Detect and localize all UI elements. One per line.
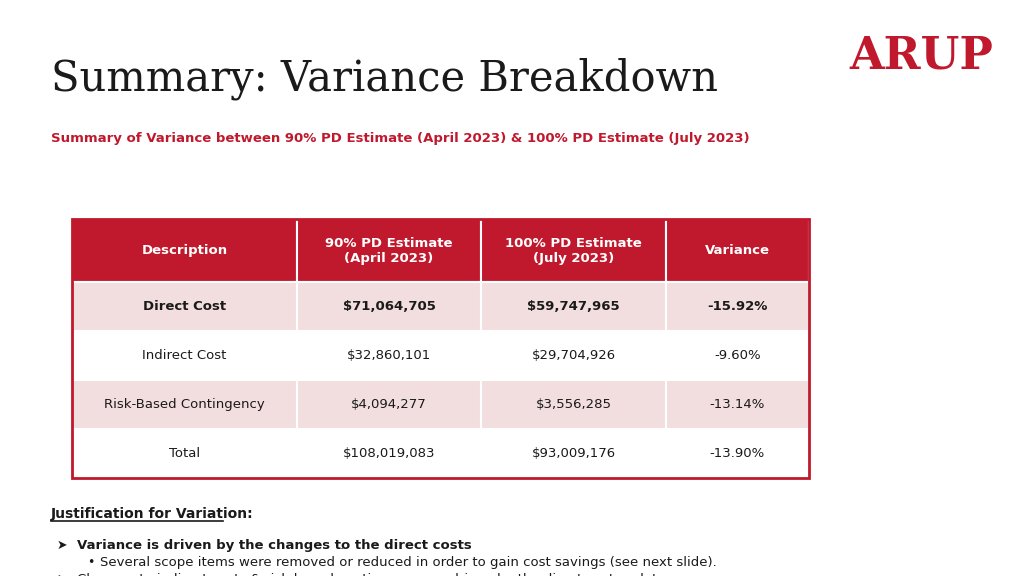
Text: Description: Description bbox=[141, 244, 227, 257]
Text: Total: Total bbox=[169, 447, 200, 460]
Text: $71,064,705: $71,064,705 bbox=[343, 300, 435, 313]
Text: ➤: ➤ bbox=[56, 573, 67, 576]
Text: -13.90%: -13.90% bbox=[710, 447, 765, 460]
Text: $3,556,285: $3,556,285 bbox=[536, 398, 611, 411]
Text: $93,009,176: $93,009,176 bbox=[531, 447, 615, 460]
Text: 90% PD Estimate
(April 2023): 90% PD Estimate (April 2023) bbox=[326, 237, 453, 264]
Text: Risk-Based Contingency: Risk-Based Contingency bbox=[104, 398, 264, 411]
Text: ARUP: ARUP bbox=[849, 35, 993, 78]
Text: Variance is driven by the changes to the direct costs: Variance is driven by the changes to the… bbox=[77, 539, 471, 552]
Text: Variance: Variance bbox=[705, 244, 770, 257]
Text: Summary of Variance between 90% PD Estimate (April 2023) & 100% PD Estimate (Jul: Summary of Variance between 90% PD Estim… bbox=[51, 132, 750, 146]
Text: Direct Cost: Direct Cost bbox=[142, 300, 226, 313]
Text: ➤: ➤ bbox=[56, 539, 67, 552]
Text: $29,704,926: $29,704,926 bbox=[531, 349, 615, 362]
Text: •: • bbox=[87, 556, 94, 569]
Text: Summary: Variance Breakdown: Summary: Variance Breakdown bbox=[51, 58, 718, 100]
Text: 100% PD Estimate
(July 2023): 100% PD Estimate (July 2023) bbox=[505, 237, 642, 264]
Text: -9.60%: -9.60% bbox=[714, 349, 761, 362]
Text: -15.92%: -15.92% bbox=[708, 300, 767, 313]
Text: Changes to indirect costs & risk-based contingency are driven by the direct cost: Changes to indirect costs & risk-based c… bbox=[77, 573, 676, 576]
Text: .: . bbox=[340, 539, 344, 552]
Text: $32,860,101: $32,860,101 bbox=[347, 349, 431, 362]
Text: $108,019,083: $108,019,083 bbox=[343, 447, 435, 460]
Text: Justification for Variation:: Justification for Variation: bbox=[51, 507, 254, 521]
Text: $59,747,965: $59,747,965 bbox=[527, 300, 620, 313]
Text: Indirect Cost: Indirect Cost bbox=[142, 349, 226, 362]
Text: $4,094,277: $4,094,277 bbox=[351, 398, 427, 411]
Text: -13.14%: -13.14% bbox=[710, 398, 765, 411]
Text: Several scope items were removed or reduced in order to gain cost savings (see n: Several scope items were removed or redu… bbox=[100, 556, 717, 569]
